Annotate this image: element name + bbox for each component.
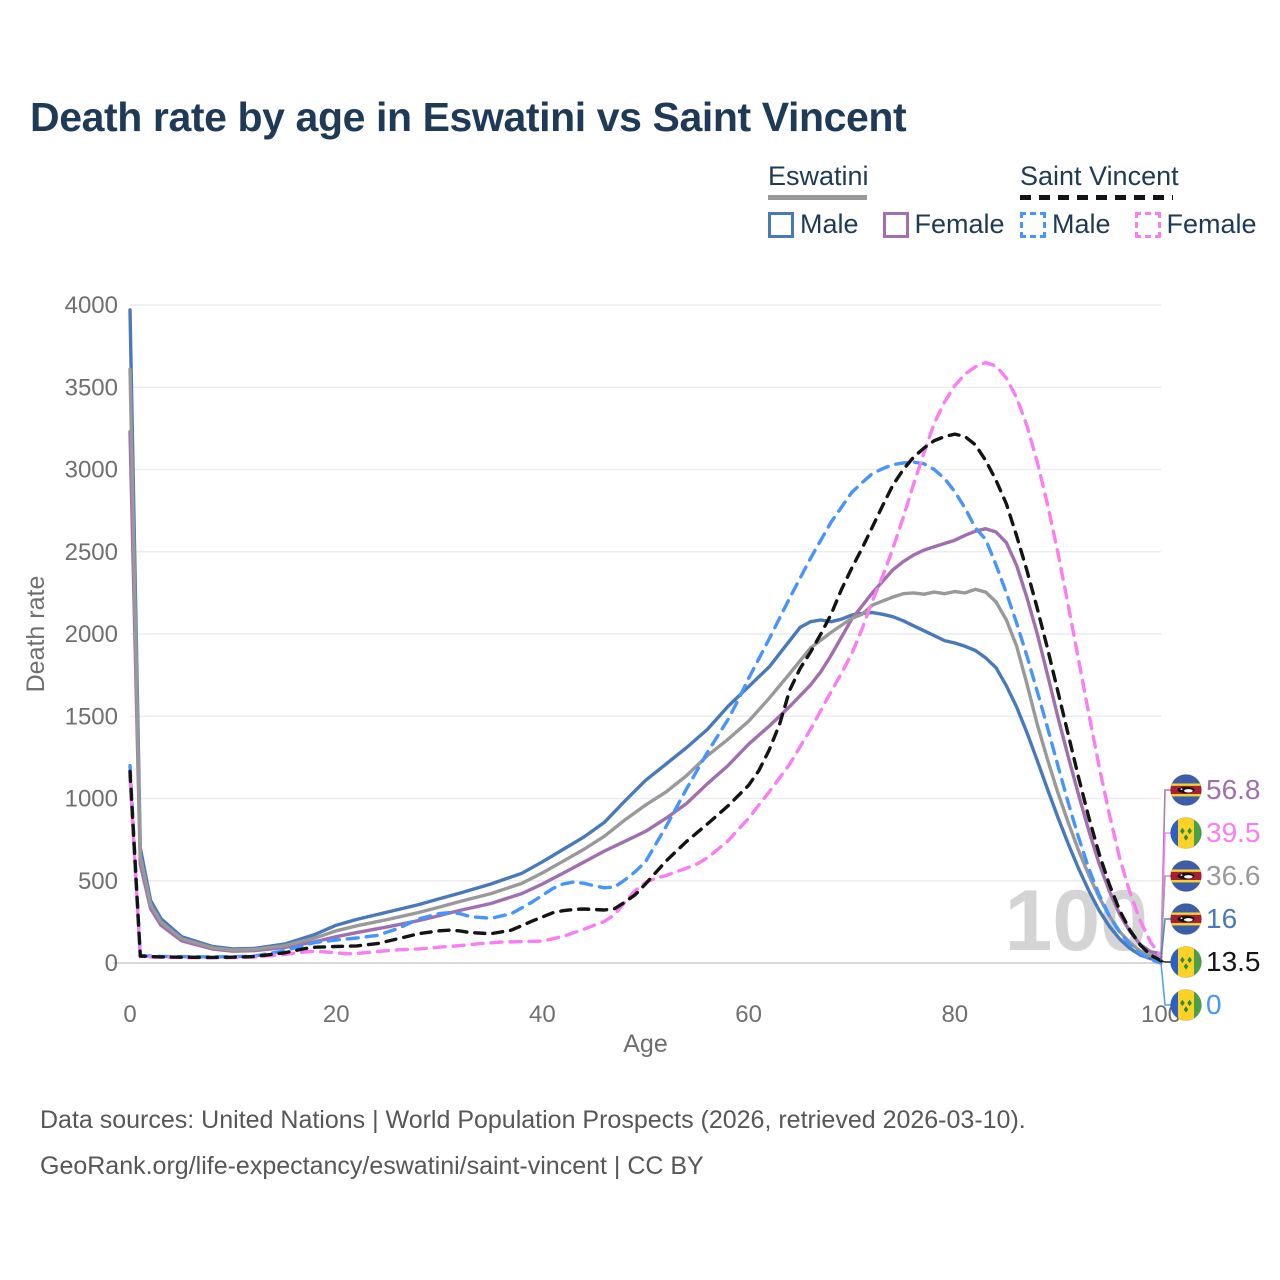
- line-saint-vincent-female[interactable]: [128, 360, 1163, 960]
- y-tick-label: 4000: [65, 292, 118, 319]
- flag-eswatini-icon: [1170, 860, 1202, 892]
- x-tick-label: 20: [323, 1001, 350, 1028]
- legend-group-label-saint-vincent: Saint Vincent: [1020, 161, 1179, 191]
- end-label-leader-eswatini-male: [1160, 918, 1171, 961]
- flag-eswatini-icon: [1170, 903, 1202, 935]
- legend-swatch-saint-vincent-male-icon: [1020, 211, 1046, 238]
- y-tick-label: 2500: [65, 539, 118, 566]
- end-value-label-saint-vincent-female: 39.5: [1206, 817, 1261, 848]
- y-tick-label: 500: [78, 868, 118, 895]
- data-sources-text: Data sources: United Nations | World Pop…: [40, 1106, 1026, 1134]
- legend-group-saint-vincent: Saint Vincent Male Female: [1020, 161, 1257, 240]
- x-tick-label: 80: [941, 1001, 968, 1028]
- legend-underline-saint-vincent: [1020, 195, 1173, 200]
- legend-item-eswatini-male[interactable]: Male: [768, 209, 859, 240]
- x-tick-label: 40: [529, 1001, 556, 1028]
- y-tick-label: 2000: [65, 621, 118, 648]
- page-title: Death rate by age in Eswatini vs Saint V…: [30, 94, 907, 140]
- end-label-leader-saint-vincent-male: [1160, 962, 1171, 1006]
- end-value-label-eswatini-total: 36.6: [1206, 860, 1261, 891]
- flag-saint-vincent-icon: [1170, 989, 1202, 1021]
- legend-swatch-saint-vincent-female-icon: [1134, 211, 1161, 238]
- line-eswatini-female[interactable]: [128, 430, 1163, 956]
- legend-item-saint-vincent-male[interactable]: Male: [1020, 209, 1111, 240]
- chart-footer: Data sources: United Nations | World Pop…: [40, 1106, 1026, 1181]
- end-label-leader-saint-vincent-total: [1160, 960, 1171, 963]
- line-saint-vincent-total[interactable]: [128, 432, 1163, 963]
- legend-underline-eswatini: [768, 195, 867, 200]
- line-eswatini-male[interactable]: [128, 308, 1163, 963]
- legend-swatch-eswatini-male-icon: [768, 211, 794, 238]
- end-value-label-eswatini-female: 56.8: [1206, 774, 1261, 805]
- end-value-label-saint-vincent-male: 0: [1206, 989, 1222, 1020]
- flag-eswatini-icon: [1170, 774, 1202, 806]
- legend-group-eswatini: Eswatini Male Female: [768, 161, 1005, 240]
- line-eswatini-total[interactable]: [128, 367, 1163, 959]
- legend-swatch-eswatini-female-icon: [882, 211, 909, 238]
- y-tick-label: 1500: [65, 703, 118, 730]
- y-tick-label: 3500: [65, 374, 118, 401]
- legend-items-saint-vincent: Male Female: [1020, 209, 1257, 240]
- end-value-label-saint-vincent-total: 13.5: [1206, 946, 1261, 977]
- line-saint-vincent-male[interactable]: [128, 460, 1163, 965]
- end-value-label-eswatini-male: 16: [1206, 903, 1237, 934]
- legend-items-eswatini: Male Female: [768, 209, 1005, 240]
- y-tick-label: 3000: [65, 457, 118, 484]
- x-tick-label: 60: [735, 1001, 762, 1028]
- legend-item-saint-vincent-female[interactable]: Female: [1134, 209, 1257, 240]
- legend-group-label-eswatini: Eswatini: [768, 161, 869, 191]
- legend-item-label: Female: [1166, 209, 1257, 239]
- source-url-text: GeoRank.org/life-expectancy/eswatini/sai…: [40, 1152, 704, 1180]
- legend-item-label: Female: [914, 209, 1005, 239]
- legend-item-label: Male: [800, 209, 859, 239]
- y-axis-label: Death rate: [22, 576, 50, 693]
- legend-item-eswatini-female[interactable]: Female: [882, 209, 1005, 240]
- y-tick-label: 0: [105, 950, 118, 977]
- x-tick-label: 0: [123, 1001, 136, 1028]
- x-axis-label: Age: [623, 1030, 667, 1058]
- y-tick-label: 1000: [65, 786, 118, 813]
- end-label-leader-eswatini-total: [1160, 875, 1171, 958]
- flag-saint-vincent-icon: [1170, 817, 1202, 849]
- flag-saint-vincent-icon: [1170, 946, 1202, 978]
- legend-item-label: Male: [1052, 209, 1111, 239]
